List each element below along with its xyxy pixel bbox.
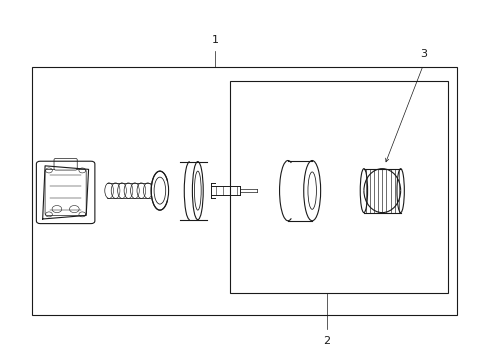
Ellipse shape [151,171,168,210]
Text: 1: 1 [212,35,219,45]
Bar [32,67,456,315]
Bar [229,81,447,293]
Ellipse shape [360,168,367,213]
FancyBboxPatch shape [54,158,77,170]
Text: 3: 3 [419,49,426,59]
Ellipse shape [192,162,203,220]
Text: 2: 2 [323,336,329,346]
Ellipse shape [303,161,320,221]
Ellipse shape [396,168,404,213]
